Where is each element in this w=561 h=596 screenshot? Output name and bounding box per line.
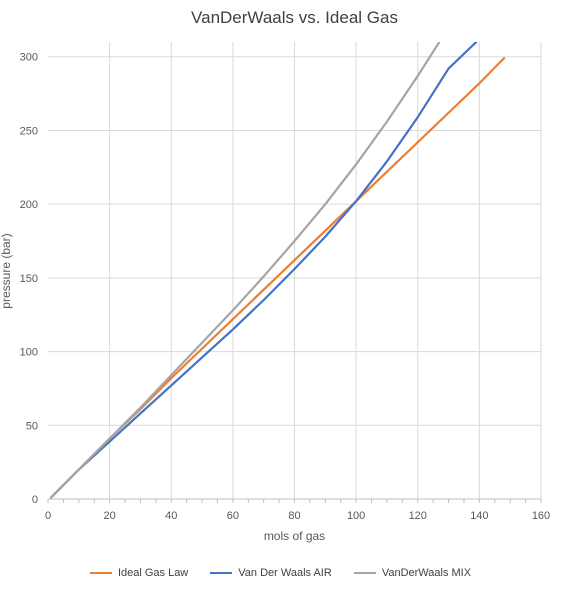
x-tick-label: 120 (409, 510, 427, 522)
x-tick-label: 140 (470, 510, 488, 522)
series-line-vanderwaals-mix (49, 42, 441, 499)
x-tick-label: 0 (45, 510, 51, 522)
y-axis-label: pressure (bar) (0, 233, 13, 309)
x-axis-label: mols of gas (263, 529, 326, 543)
x-tick-label: 40 (165, 510, 177, 522)
y-tick-label: 50 (26, 420, 38, 432)
legend-item-ideal-gas: Ideal Gas Law (89, 567, 189, 579)
x-tick-label: 80 (288, 510, 300, 522)
y-tick-label: 300 (20, 52, 38, 64)
legend-swatch-vdw-air (210, 572, 233, 574)
legend-label-ideal-gas: Ideal Gas Law (117, 567, 189, 579)
x-tick-label: 100 (347, 510, 365, 522)
y-tick-label: 100 (20, 347, 38, 359)
x-tick-label: 160 (532, 510, 550, 522)
chart-title: VanDerWaals vs. Ideal Gas (191, 8, 398, 27)
y-tick-label: 250 (20, 125, 38, 137)
y-tick-label: 150 (20, 273, 38, 285)
x-tick-label: 20 (104, 510, 116, 522)
legend-item-vdw-mix: VanDerWaals MIX (353, 567, 472, 579)
legend-swatch-vdw-mix (353, 572, 376, 574)
y-tick-label: 0 (32, 494, 38, 506)
legend-label-vdw-mix: VanDerWaals MIX (381, 567, 472, 579)
series-line-van-der-waals-air (49, 42, 478, 499)
legend-item-vdw-air: Van Der Waals AIR (210, 567, 332, 579)
y-tick-label: 200 (20, 199, 38, 211)
legend-swatch-ideal-gas (89, 572, 112, 574)
x-tick-label: 60 (227, 510, 239, 522)
legend-label-vdw-air: Van Der Waals AIR (238, 567, 332, 579)
legend: Ideal Gas Law Van Der Waals AIR VanDerWa… (0, 567, 561, 579)
